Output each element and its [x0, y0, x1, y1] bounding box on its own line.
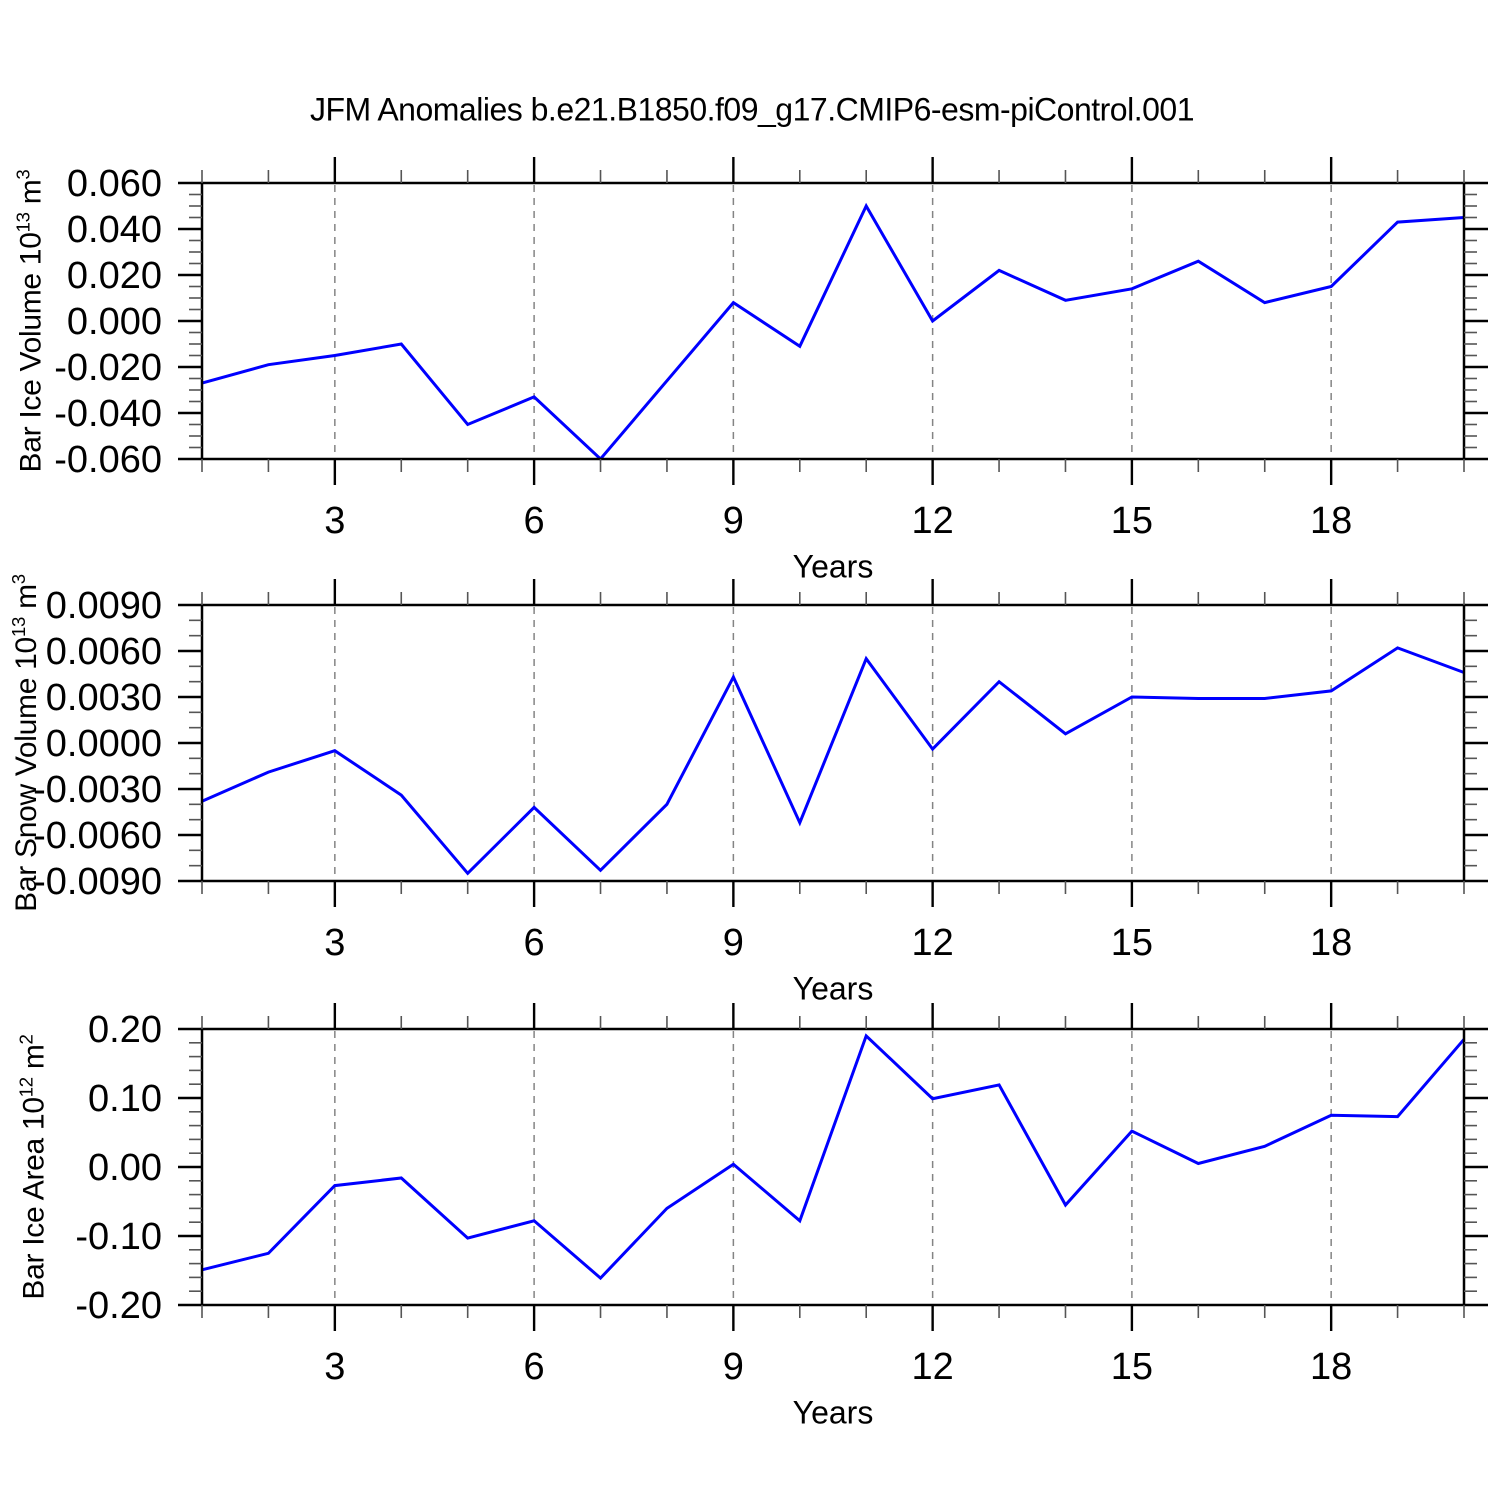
y-major-ticks	[178, 181, 1488, 461]
y-title-unit-exponent: 2	[16, 1034, 38, 1045]
plot-frame	[200, 181, 1466, 461]
y-tick-label: -0.10	[75, 1216, 162, 1258]
y-tick-label: 0.060	[67, 163, 162, 205]
x-tick-label: 3	[324, 922, 345, 964]
y-title-exponent: 13	[8, 616, 29, 638]
y-tick-label: 0.0000	[46, 723, 162, 765]
y-title-unit: m	[18, 1044, 52, 1078]
x-tick-label: 15	[1111, 922, 1153, 964]
y-tick-label: 0.0030	[46, 677, 162, 719]
y-tick-label: -0.0060	[33, 815, 162, 857]
y-tick-label: -0.0090	[33, 861, 162, 903]
y-tick-label: 0.10	[88, 1078, 162, 1120]
y-axis-title-ice-volume: Bar Ice Volume 1013 m3	[6, 170, 54, 473]
y-title-exponent: 12	[16, 1077, 38, 1098]
x-tick-label: 15	[1111, 1346, 1153, 1388]
y-title-exponent: 13	[12, 212, 34, 233]
x-tick-label: 9	[723, 500, 744, 542]
y-tick-label: 0.00	[88, 1147, 162, 1189]
x-tick-label: 6	[524, 922, 545, 964]
panel-bar-ice-area: 0.20 0.10 0.00 -0.10 -0.20 3 6 9 12 15 18	[75, 1003, 1488, 1388]
panel-bar-snow-volume: 0.00900.00600.00300.0000-0.0030-0.0060-0…	[33, 579, 1488, 964]
chart-title: JFM Anomalies b.e21.B1850.f09_g17.CMIP6-…	[310, 91, 1194, 128]
x-tick-label: 6	[524, 500, 545, 542]
x-tick-label: 3	[324, 1346, 345, 1388]
x-tick-label: 18	[1310, 1346, 1352, 1388]
y-tick-label: 0.0060	[46, 631, 162, 673]
x-tick-label: 3	[324, 500, 345, 542]
y-minor-ticks	[189, 193, 1477, 449]
y-title-unit: m	[14, 179, 48, 213]
y-tick-label: -0.020	[54, 347, 162, 389]
x-axis-title-snow-volume: Years	[792, 970, 874, 1007]
y-tick-label: -0.040	[54, 393, 162, 435]
y-tick-label: -0.20	[75, 1285, 162, 1327]
data-line-bar-ice-volume	[201, 202, 1465, 462]
x-tick-label: 18	[1310, 500, 1352, 542]
y-tick-label: -0.0030	[33, 769, 162, 811]
data-line-bar-snow-volume	[201, 646, 1465, 876]
y-major-ticks	[178, 603, 1488, 883]
y-title-unit-exponent: 3	[8, 574, 29, 585]
x-tick-label: 6	[524, 1346, 545, 1388]
y-title-text: Bar Snow Volume 10	[10, 637, 43, 912]
y-minor-ticks	[189, 619, 1477, 867]
x-axis-title-ice-volume: Years	[792, 548, 874, 585]
x-tick-label: 9	[723, 1346, 744, 1388]
y-major-ticks	[178, 1027, 1488, 1307]
x-ticks	[201, 1003, 1465, 1331]
x-tick-label: 18	[1310, 922, 1352, 964]
y-title-text: Bar Ice Volume 10	[14, 232, 48, 473]
y-title-unit: m	[10, 584, 43, 617]
x-ticks	[201, 157, 1465, 485]
y-minor-ticks	[189, 1042, 1477, 1292]
x-ticks	[201, 579, 1465, 907]
x-axis-title-ice-area: Years	[792, 1394, 874, 1431]
y-tick-label: -0.060	[54, 439, 162, 481]
y-tick-label: 0.020	[67, 255, 162, 297]
x-tick-label: 15	[1111, 500, 1153, 542]
x-tick-label: 12	[911, 922, 953, 964]
y-title-unit-exponent: 3	[12, 169, 34, 180]
x-tick-label: 12	[911, 500, 953, 542]
y-title-text: Bar Ice Area 10	[18, 1097, 52, 1300]
y-axis-title-snow-volume: Bar Snow Volume 1013 m3	[2, 574, 50, 912]
x-tick-label: 9	[723, 922, 744, 964]
y-tick-label: 0.000	[67, 301, 162, 343]
data-line-bar-ice-area	[201, 1033, 1466, 1281]
y-axis-title-ice-area: Bar Ice Area 1012 m2	[10, 1029, 58, 1305]
x-tick-label: 12	[911, 1346, 953, 1388]
y-tick-label: 0.040	[67, 209, 162, 251]
y-tick-label: 0.0090	[46, 585, 162, 627]
y-tick-label: 0.20	[88, 1009, 162, 1051]
plot-frame	[200, 1027, 1466, 1307]
